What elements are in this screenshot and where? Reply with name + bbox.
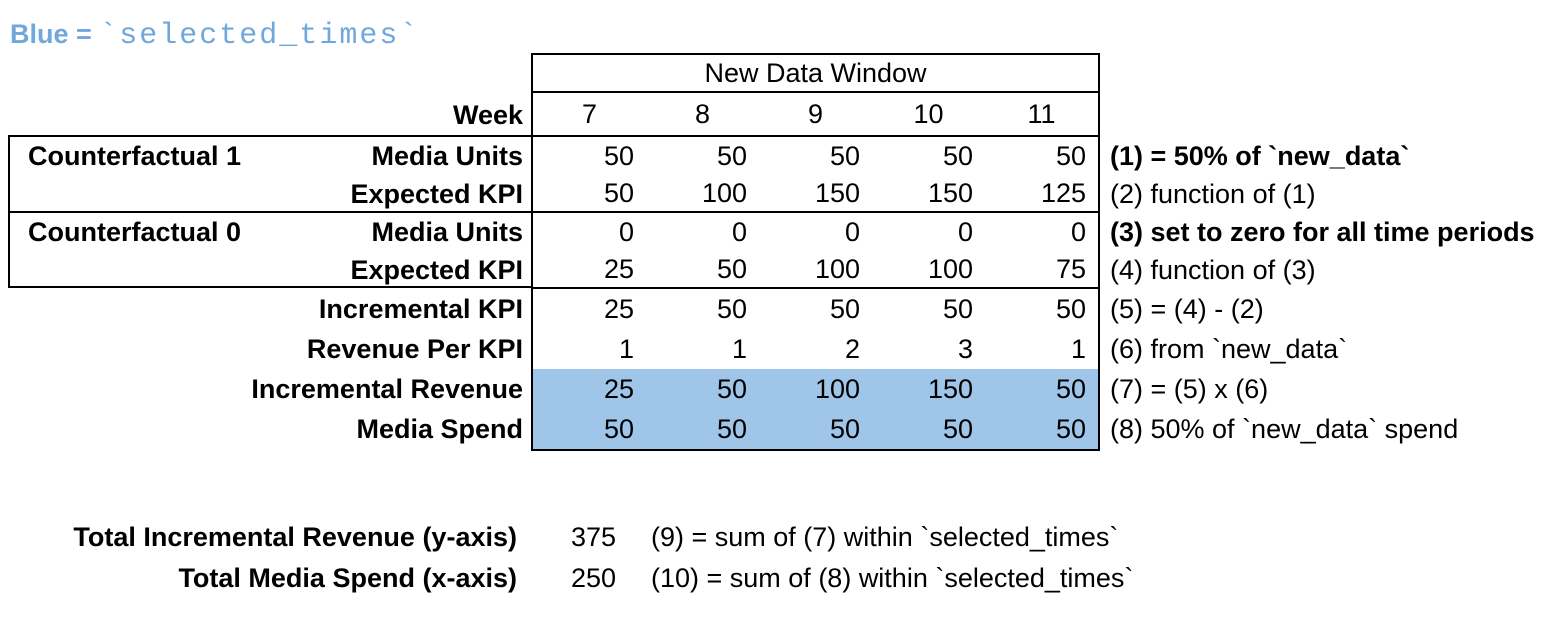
- data-cell: 25: [603, 254, 634, 284]
- data-cell: 1: [1070, 334, 1086, 364]
- data-cell: 100: [814, 254, 860, 284]
- row-label: Media Units: [371, 217, 523, 247]
- data-cell: 50: [603, 178, 634, 208]
- row-label: Media Spend: [356, 414, 523, 444]
- table-row: 25 50 100 150 50: [533, 369, 1098, 409]
- data-cell: 50: [716, 254, 747, 284]
- week-cell: 9: [807, 99, 824, 129]
- data-cell: 1: [618, 334, 634, 364]
- table-row: 0 0 0 0 0: [533, 213, 1098, 251]
- week-cell: 7: [581, 99, 598, 129]
- annotations-column: (1) = 50% of `new_data` (2) function of (…: [1110, 137, 1544, 449]
- total-note: (9) = sum of (7) within `selected_times`: [651, 521, 1119, 552]
- table-row: 50 50 50 50 50: [533, 409, 1098, 449]
- row-note: (6) from `new_data`: [1110, 334, 1348, 364]
- row-label: Incremental KPI: [318, 294, 523, 324]
- week-cell: 8: [694, 99, 711, 129]
- data-cell: 3: [957, 334, 973, 364]
- row-note: (1) = 50% of `new_data`: [1110, 141, 1410, 171]
- total-value: 375: [571, 521, 617, 552]
- counterfactual-0-label: Counterfactual 0: [28, 217, 242, 247]
- table-row: 25 50 100 100 75: [533, 251, 1098, 289]
- data-cell: 50: [1055, 414, 1086, 444]
- data-cell: 50: [942, 141, 973, 171]
- row-note: (5) = (4) - (2): [1110, 294, 1264, 324]
- week-cell: 11: [1027, 99, 1056, 129]
- data-cell: 50: [603, 414, 634, 444]
- data-cell: 150: [814, 178, 860, 208]
- data-rows: 50 50 50 50 50 50 100 150 150 125 0 0 0 0 0 25 50 100 100 7…: [533, 137, 1098, 449]
- table-row: 25 50 50 50 50: [533, 289, 1098, 329]
- row-note: (7) = (5) x (6): [1110, 374, 1269, 404]
- data-cell: 150: [927, 374, 973, 404]
- row-label: Media Units: [371, 141, 523, 171]
- week-row: 7 8 9 10 11: [533, 93, 1098, 137]
- data-cell: 50: [603, 141, 634, 171]
- data-cell: 0: [618, 217, 634, 247]
- legend-code: `selected_times`: [99, 19, 420, 53]
- data-cell: 50: [829, 414, 860, 444]
- data-cell: 50: [1055, 141, 1086, 171]
- row-label: Expected KPI: [350, 179, 523, 209]
- week-label: Week: [452, 100, 523, 130]
- row-label-column: Week Media Units Expected KPI Media Units E…: [0, 53, 529, 449]
- data-cell: 2: [844, 334, 860, 364]
- data-cell: 50: [829, 141, 860, 171]
- data-cell: 0: [1070, 217, 1086, 247]
- data-cell: 100: [927, 254, 973, 284]
- row-label: Incremental Revenue: [251, 374, 523, 404]
- row-note: (8) 50% of `new_data` spend: [1110, 414, 1459, 444]
- row-note: (2) function of (1): [1110, 179, 1316, 209]
- data-cell: 50: [716, 294, 747, 324]
- data-cell: 50: [716, 141, 747, 171]
- data-cell: 50: [1055, 294, 1086, 324]
- legend: Blue = `selected_times`: [10, 14, 419, 54]
- row-label: Expected KPI: [350, 255, 523, 285]
- total-value: 250: [571, 562, 617, 593]
- counterfactual-1-label: Counterfactual 1: [28, 141, 242, 171]
- data-cell: 100: [814, 374, 860, 404]
- data-cell: 25: [603, 374, 634, 404]
- total-note: (10) = sum of (8) within `selected_times…: [651, 562, 1134, 593]
- data-cell: 0: [957, 217, 973, 247]
- data-cell: 150: [927, 178, 973, 208]
- data-cell: 50: [716, 374, 747, 404]
- data-cell: 50: [942, 414, 973, 444]
- data-cell: 0: [844, 217, 860, 247]
- data-cell: 100: [701, 178, 747, 208]
- row-label: Revenue Per KPI: [306, 334, 523, 364]
- data-cell: 1: [731, 334, 747, 364]
- data-cell: 50: [1055, 374, 1086, 404]
- legend-prefix: Blue =: [10, 19, 100, 49]
- data-window-header: New Data Window: [533, 55, 1098, 93]
- data-cell: 25: [603, 294, 634, 324]
- label-spacer: [0, 53, 529, 93]
- total-media-spend-row: Total Media Spend (x-axis) 250 (10) = su…: [0, 558, 1544, 598]
- data-cell: 50: [829, 294, 860, 324]
- table-row: 50 50 50 50 50: [533, 137, 1098, 175]
- total-label: Total Incremental Revenue (y-axis): [73, 521, 517, 552]
- table-row: 1 1 2 3 1: [533, 329, 1098, 369]
- total-label: Total Media Spend (x-axis): [178, 562, 517, 593]
- total-incremental-revenue-row: Total Incremental Revenue (y-axis) 375 (…: [0, 517, 1544, 557]
- data-cell: 125: [1040, 178, 1086, 208]
- row-note: (4) function of (3): [1110, 255, 1316, 285]
- week-cell: 10: [913, 99, 944, 129]
- data-table: New Data Window 7 8 9 10 11 50 50 50 50 50 50 100 1…: [531, 53, 1100, 451]
- data-cell: 75: [1055, 254, 1086, 284]
- table-row: 50 100 150 150 125: [533, 175, 1098, 213]
- data-cell: 50: [942, 294, 973, 324]
- data-cell: 0: [731, 217, 747, 247]
- row-note: (3) set to zero for all time periods: [1110, 217, 1535, 247]
- data-cell: 50: [716, 414, 747, 444]
